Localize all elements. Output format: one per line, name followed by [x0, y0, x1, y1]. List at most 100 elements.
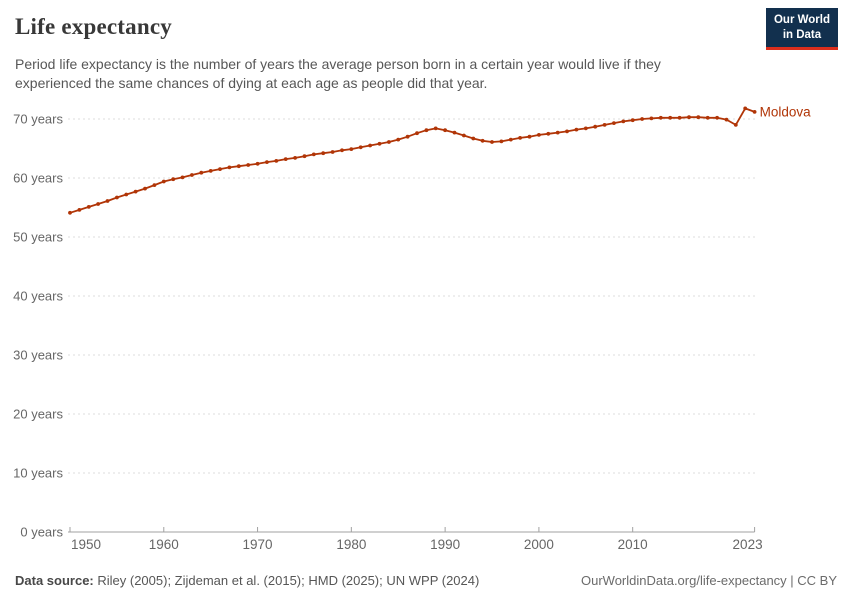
x-tick-label: 1960 [149, 537, 179, 552]
data-point[interactable] [612, 121, 616, 125]
data-point[interactable] [255, 161, 260, 166]
logo-line-2: in Data [782, 28, 822, 41]
data-point[interactable] [490, 140, 494, 144]
data-point[interactable] [143, 186, 147, 191]
data-point[interactable] [377, 141, 382, 146]
data-point[interactable] [555, 130, 560, 135]
data-point[interactable] [705, 115, 710, 120]
y-tick-label: 70 years [13, 112, 63, 127]
data-point[interactable] [452, 130, 457, 135]
y-tick-label: 40 years [13, 289, 63, 304]
data-point[interactable] [330, 150, 335, 154]
data-point[interactable] [687, 115, 691, 120]
data-point[interactable] [668, 115, 673, 120]
data-source-label: Data source: [15, 573, 94, 588]
data-point[interactable] [96, 202, 100, 206]
data-point[interactable] [424, 128, 429, 133]
data-point[interactable] [274, 159, 279, 163]
data-point[interactable] [508, 137, 513, 142]
data-point[interactable] [124, 192, 129, 197]
data-point[interactable] [161, 179, 166, 184]
y-tick-label: 10 years [13, 466, 63, 481]
x-tick-label: 2010 [618, 537, 648, 552]
data-point[interactable] [537, 133, 541, 137]
data-point[interactable] [649, 116, 654, 121]
series-label[interactable]: Moldova [760, 104, 812, 119]
data-point[interactable] [105, 199, 110, 203]
data-point[interactable] [199, 170, 204, 175]
data-point[interactable] [171, 177, 176, 182]
data-point[interactable] [574, 127, 579, 132]
owid-logo[interactable]: Our World in Data [765, 8, 838, 50]
data-point[interactable] [358, 145, 363, 150]
data-point[interactable] [471, 136, 476, 141]
data-point[interactable] [77, 208, 82, 212]
data-point[interactable] [630, 118, 635, 123]
x-tick-label: 1990 [430, 537, 460, 552]
data-point[interactable] [658, 115, 663, 120]
data-point[interactable] [733, 123, 738, 127]
y-tick-label: 0 years [20, 525, 63, 540]
data-point[interactable] [152, 183, 157, 188]
data-point[interactable] [302, 154, 307, 159]
data-point[interactable] [190, 173, 194, 177]
data-point[interactable] [68, 210, 72, 215]
data-point[interactable] [227, 165, 232, 170]
data-point[interactable] [518, 136, 522, 140]
data-point[interactable] [621, 119, 626, 124]
data-point[interactable] [340, 148, 344, 153]
data-point[interactable] [387, 140, 391, 144]
data-point[interactable] [743, 106, 748, 111]
data-point[interactable] [311, 152, 316, 157]
chart-footer: Data source: Riley (2005); Zijdeman et a… [15, 573, 837, 588]
data-point[interactable] [321, 151, 326, 156]
page-title: Life expectancy [15, 14, 172, 39]
data-point[interactable] [480, 138, 485, 143]
data-point[interactable] [724, 117, 729, 122]
y-tick-label: 50 years [13, 230, 63, 245]
y-tick-label: 60 years [13, 171, 63, 186]
data-point[interactable] [696, 115, 701, 120]
data-point[interactable] [133, 189, 138, 194]
data-point[interactable] [396, 137, 401, 142]
y-tick-label: 30 years [13, 348, 63, 363]
x-tick-label: 1970 [243, 537, 273, 552]
data-point[interactable] [583, 126, 588, 131]
data-point[interactable] [565, 129, 569, 134]
subtitle-line-1: Period life expectancy is the number of … [15, 56, 661, 72]
data-point[interactable] [283, 157, 288, 162]
data-point[interactable] [293, 156, 297, 160]
data-point[interactable] [527, 134, 532, 139]
data-point[interactable] [180, 175, 185, 180]
data-point[interactable] [433, 126, 438, 131]
data-point[interactable] [368, 143, 372, 148]
data-point[interactable] [246, 163, 251, 167]
data-point[interactable] [208, 169, 213, 173]
owid-url-license[interactable]: OurWorldinData.org/life-expectancy | CC … [580, 573, 837, 588]
data-point[interactable] [349, 147, 354, 152]
data-point[interactable] [752, 110, 757, 114]
data-point[interactable] [602, 123, 607, 127]
x-tick-label: 2000 [524, 537, 554, 552]
data-point[interactable] [265, 160, 269, 165]
data-point[interactable] [462, 133, 466, 138]
data-point[interactable] [405, 134, 410, 139]
data-point[interactable] [115, 195, 119, 200]
data-point[interactable] [443, 128, 447, 133]
data-point[interactable] [715, 115, 719, 120]
data-point[interactable] [677, 115, 682, 120]
moldova-line[interactable] [69, 107, 755, 214]
data-point[interactable] [86, 205, 91, 209]
data-point[interactable] [499, 139, 504, 144]
data-point[interactable] [546, 131, 551, 136]
data-point[interactable] [218, 167, 222, 172]
chart-subtitle: Period life expectancy is the number of … [15, 55, 661, 92]
x-tick-label: 1950 [71, 537, 101, 552]
data-point[interactable] [415, 131, 419, 136]
data-point[interactable] [640, 117, 644, 121]
data-point[interactable] [593, 124, 598, 129]
data-point[interactable] [236, 164, 241, 169]
y-tick-label: 20 years [13, 407, 63, 422]
